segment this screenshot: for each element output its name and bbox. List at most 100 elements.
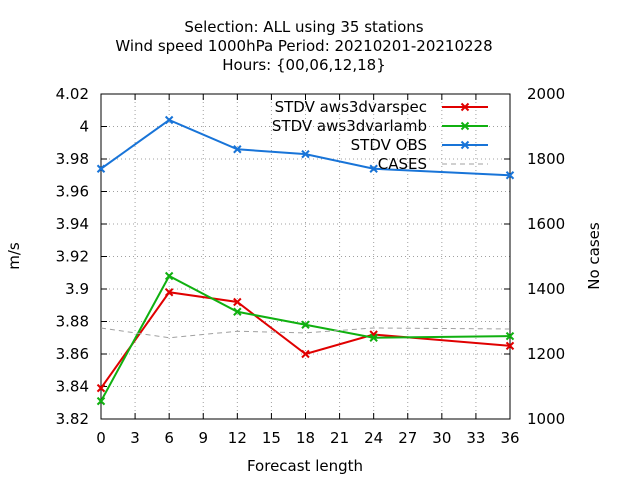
marker-stroke bbox=[164, 115, 174, 125]
series-1 bbox=[96, 271, 515, 406]
marker-stroke bbox=[505, 171, 515, 180]
data-point bbox=[164, 115, 174, 125]
x-tick-label: 12 bbox=[228, 429, 247, 447]
data-point bbox=[505, 171, 515, 180]
x-tick-label: 18 bbox=[296, 429, 315, 447]
marker-stroke bbox=[460, 121, 470, 131]
marker-stroke bbox=[369, 333, 378, 342]
grid bbox=[101, 94, 510, 419]
chart-title-line-1: Selection: ALL using 35 stations bbox=[184, 18, 423, 36]
x-axis-label: Forecast length bbox=[247, 457, 363, 475]
x-axis-tick-labels: 0 3 6 9 12 15 18 21 24 27 30 33 36 bbox=[96, 429, 519, 447]
chart-title-line-3: Hours: {00,06,12,18} bbox=[222, 56, 386, 74]
y-tick-label: 3.92 bbox=[56, 248, 89, 266]
legend-item: STDV aws3dvarlamb bbox=[272, 117, 488, 135]
series-0 bbox=[96, 288, 515, 393]
legend-item: STDV aws3dvarspec bbox=[275, 98, 488, 116]
x-tick-label: 30 bbox=[432, 429, 451, 447]
y-tick-label: 3.88 bbox=[56, 313, 89, 331]
marker-stroke bbox=[369, 164, 378, 173]
marker-stroke bbox=[301, 349, 310, 359]
data-point bbox=[233, 297, 242, 307]
x-tick-label: 3 bbox=[130, 429, 140, 447]
x-tick-label: 27 bbox=[398, 429, 417, 447]
x-tick-label: 33 bbox=[466, 429, 485, 447]
y-tick-label: 3.84 bbox=[56, 378, 89, 396]
series-line bbox=[100, 327, 511, 339]
marker-stroke bbox=[505, 341, 515, 351]
marker-stroke bbox=[96, 164, 106, 173]
y2-tick-label: 1200 bbox=[527, 345, 565, 363]
legend-label: STDV aws3dvarspec bbox=[275, 98, 427, 116]
y-tick-label: 3.86 bbox=[56, 345, 89, 363]
marker-stroke bbox=[96, 396, 106, 406]
x-tick-label: 21 bbox=[330, 429, 349, 447]
data-point bbox=[164, 288, 174, 297]
series-line bbox=[100, 274, 511, 402]
y-axis-tick-labels: 3.82 3.84 3.86 3.88 3.9 3.92 3.94 3.96 3.98 4 4.02 bbox=[56, 85, 89, 428]
data-point bbox=[369, 164, 378, 173]
y-tick-label: 4 bbox=[79, 118, 89, 136]
x-tick-label: 15 bbox=[262, 429, 281, 447]
marker-stroke bbox=[164, 288, 174, 297]
series-2 bbox=[96, 115, 515, 180]
y-tick-label: 3.94 bbox=[56, 215, 89, 233]
chart-title: Selection: ALL using 35 stations Wind sp… bbox=[115, 18, 492, 74]
data-point bbox=[301, 320, 310, 329]
legend-marker bbox=[460, 140, 470, 150]
marker-stroke bbox=[233, 145, 242, 154]
marker-stroke bbox=[233, 297, 242, 307]
x-tick-label: 36 bbox=[500, 429, 519, 447]
x-tick-label: 6 bbox=[164, 429, 174, 447]
series-3 bbox=[100, 327, 511, 339]
y2-tick-label: 2000 bbox=[527, 85, 565, 103]
data-point bbox=[233, 145, 242, 154]
marker-stroke bbox=[460, 102, 470, 112]
y2-axis-label: No cases bbox=[585, 222, 603, 290]
data-point bbox=[233, 307, 242, 316]
chart-title-line-2: Wind speed 1000hPa Period: 20210201-2021… bbox=[115, 37, 492, 55]
y2-tick-label: 1800 bbox=[527, 150, 565, 168]
marker-stroke bbox=[301, 320, 310, 329]
y-tick-label: 3.98 bbox=[56, 150, 89, 168]
x-tick-label: 24 bbox=[364, 429, 383, 447]
legend-item: STDV OBS bbox=[351, 136, 488, 154]
data-point bbox=[301, 349, 310, 359]
x-tick-label: 0 bbox=[96, 429, 106, 447]
y2-tick-label: 1400 bbox=[527, 280, 565, 298]
data-point bbox=[96, 396, 106, 406]
y-tick-label: 3.9 bbox=[65, 280, 89, 298]
marker-stroke bbox=[96, 383, 106, 393]
series-line bbox=[100, 118, 511, 177]
series-line bbox=[100, 291, 511, 389]
y2-tick-label: 1600 bbox=[527, 215, 565, 233]
data-point bbox=[96, 383, 106, 393]
y-axis-label: m/s bbox=[5, 242, 23, 270]
data-point bbox=[505, 331, 515, 341]
legend-label: STDV aws3dvarlamb bbox=[272, 117, 427, 135]
y-tick-label: 4.02 bbox=[56, 85, 89, 103]
x-tick-label: 9 bbox=[198, 429, 208, 447]
series bbox=[96, 115, 515, 406]
marker-stroke bbox=[460, 140, 470, 150]
data-point bbox=[96, 164, 106, 173]
marker-stroke bbox=[164, 271, 174, 281]
legend-label: CASES bbox=[378, 155, 427, 173]
legend-item: CASES bbox=[378, 155, 488, 173]
marker-stroke bbox=[505, 331, 515, 341]
marker-stroke bbox=[233, 307, 242, 316]
y-tick-label: 3.96 bbox=[56, 183, 89, 201]
legend-marker bbox=[460, 121, 470, 131]
legend-marker bbox=[460, 102, 470, 112]
marker-stroke bbox=[301, 149, 310, 159]
y2-axis-tick-labels: 1000 1200 1400 1600 1800 2000 bbox=[527, 85, 565, 428]
data-point bbox=[164, 271, 174, 281]
data-point bbox=[369, 333, 378, 342]
y-tick-label: 3.82 bbox=[56, 410, 89, 428]
data-point bbox=[505, 341, 515, 351]
data-point bbox=[301, 149, 310, 159]
y2-tick-label: 1000 bbox=[527, 410, 565, 428]
legend-label: STDV OBS bbox=[351, 136, 427, 154]
